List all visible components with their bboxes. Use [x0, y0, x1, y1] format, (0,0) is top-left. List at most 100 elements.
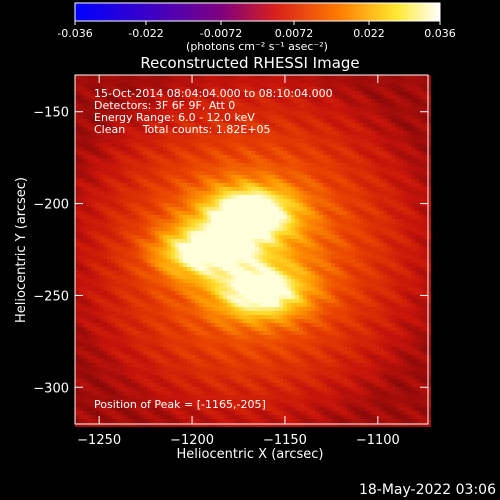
heatmap-cell — [211, 287, 215, 291]
heatmap-cell — [139, 183, 143, 187]
heatmap-cell — [227, 163, 231, 167]
heatmap-cell — [75, 235, 79, 239]
heatmap-cell — [151, 191, 155, 195]
heatmap-cell — [175, 151, 179, 155]
heatmap-cell — [199, 323, 203, 327]
heatmap-cell — [119, 423, 123, 427]
heatmap-cell — [179, 159, 183, 163]
heatmap-cell — [79, 75, 83, 79]
heatmap-cell — [199, 295, 203, 299]
heatmap-cell — [291, 223, 295, 227]
heatmap-cell — [239, 207, 243, 211]
heatmap-cell — [211, 395, 215, 399]
heatmap-cell — [259, 83, 263, 87]
heatmap-cell — [259, 163, 263, 167]
heatmap-cell — [251, 227, 255, 231]
heatmap-cell — [295, 375, 299, 379]
heatmap-cell — [91, 251, 95, 255]
heatmap-cell — [127, 91, 131, 95]
heatmap-cell — [191, 399, 195, 403]
heatmap-cell — [127, 311, 131, 315]
heatmap-cell — [107, 143, 111, 147]
heatmap-cell — [271, 159, 275, 163]
heatmap-cell — [203, 383, 207, 387]
heatmap-cell — [251, 243, 255, 247]
heatmap-cell — [263, 331, 267, 335]
heatmap-cell — [295, 151, 299, 155]
heatmap-cell — [151, 335, 155, 339]
heatmap-cell — [91, 175, 95, 179]
heatmap-cell — [219, 179, 223, 183]
heatmap-cell — [87, 175, 91, 179]
heatmap-cell — [131, 99, 135, 103]
heatmap-cell — [251, 371, 255, 375]
heatmap-cell — [79, 115, 83, 119]
heatmap-cell — [171, 223, 175, 227]
heatmap-cell — [183, 355, 187, 359]
heatmap-cell — [127, 255, 131, 259]
heatmap-cell — [235, 171, 239, 175]
heatmap-cell — [91, 303, 95, 307]
heatmap-cell — [187, 215, 191, 219]
heatmap-cell — [83, 187, 87, 191]
heatmap-cell — [235, 167, 239, 171]
heatmap-cell — [75, 411, 79, 415]
heatmap-cell — [163, 419, 167, 423]
heatmap-cell — [231, 99, 235, 103]
heatmap-cell — [295, 371, 299, 375]
heatmap-cell — [199, 163, 203, 167]
heatmap-cell — [211, 411, 215, 415]
heatmap-cell — [247, 107, 251, 111]
heatmap-cell — [175, 299, 179, 303]
heatmap-cell — [171, 367, 175, 371]
colorbar-tick-label: 0.0072 — [275, 27, 314, 40]
heatmap-cell — [79, 179, 83, 183]
heatmap-cell — [111, 215, 115, 219]
heatmap-cell — [155, 371, 159, 375]
heatmap-cell — [135, 171, 139, 175]
heatmap-cell — [103, 283, 107, 287]
heatmap-cell — [123, 151, 127, 155]
heatmap-cell — [207, 183, 211, 187]
heatmap-cell — [111, 339, 115, 343]
heatmap-cell — [215, 283, 219, 287]
heatmap-cell — [131, 191, 135, 195]
heatmap-cell — [159, 91, 163, 95]
heatmap-cell — [131, 275, 135, 279]
heatmap-cell — [271, 291, 275, 295]
heatmap-cell — [123, 275, 127, 279]
heatmap-cell — [163, 279, 167, 283]
heatmap-cell — [171, 91, 175, 95]
heatmap-cell — [203, 407, 207, 411]
heatmap-cell — [147, 99, 151, 103]
heatmap-cell — [139, 263, 143, 267]
heatmap-cell — [275, 279, 279, 283]
heatmap-cell — [299, 131, 303, 135]
heatmap-cell — [235, 295, 239, 299]
heatmap-cell — [247, 227, 251, 231]
heatmap-cell — [95, 367, 99, 371]
heatmap-cell — [179, 259, 183, 263]
heatmap-cell — [247, 123, 251, 127]
heatmap-cell — [219, 399, 223, 403]
heatmap-cell — [167, 323, 171, 327]
heatmap-cell — [147, 351, 151, 355]
heatmap-cell — [211, 231, 215, 235]
heatmap-cell — [239, 319, 243, 323]
heatmap-cell — [91, 263, 95, 267]
heatmap-cell — [155, 247, 159, 251]
heatmap-cell — [151, 95, 155, 99]
heatmap-cell — [263, 343, 267, 347]
heatmap-cell — [215, 167, 219, 171]
heatmap-cell — [199, 407, 203, 411]
heatmap-cell — [219, 315, 223, 319]
heatmap-cell — [207, 155, 211, 159]
heatmap-cell — [95, 395, 99, 399]
heatmap-cell — [91, 235, 95, 239]
heatmap-cell — [127, 239, 131, 243]
heatmap-cell — [243, 139, 247, 143]
heatmap-cell — [255, 203, 259, 207]
heatmap-cell — [299, 235, 303, 239]
heatmap-cell — [187, 263, 191, 267]
heatmap-cell — [231, 319, 235, 323]
